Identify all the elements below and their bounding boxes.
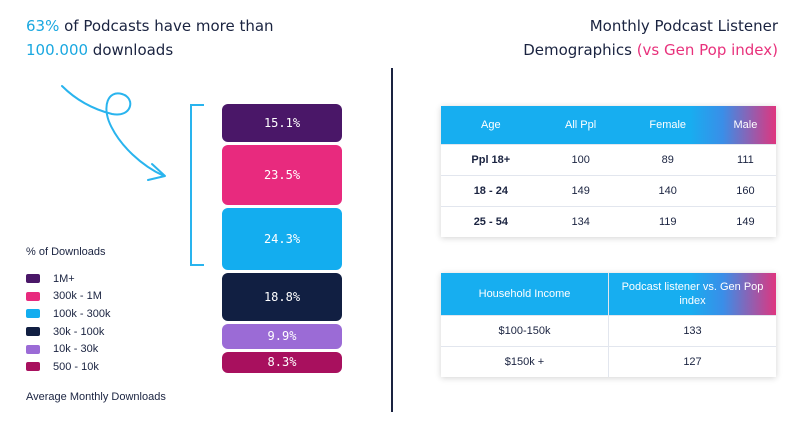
headline-text-1: of Podcasts have more than — [59, 17, 274, 35]
table-row-label: 25 - 54 — [441, 205, 541, 237]
table-header-row: Household Income Podcast listener vs. Ge… — [441, 273, 776, 315]
legend-item: 300k - 1M — [26, 288, 110, 306]
legend-item: 1M+ — [26, 270, 110, 288]
headline: 63% of Podcasts have more than 100.000 d… — [26, 14, 326, 62]
bar-segment-label: 23.5% — [263, 168, 301, 183]
table-cell: 134 — [540, 205, 621, 237]
table-row: 18 - 24 149 140 160 — [441, 174, 776, 206]
table-cell: 149 — [540, 174, 621, 206]
legend-item: 100k - 300k — [26, 305, 110, 323]
table-header-row: Age All Ppl Female Male — [441, 106, 776, 144]
headline-percent: 63% — [26, 17, 60, 35]
bar-segment-label: 24.3% — [263, 232, 301, 247]
table-row-label: $150k + — [441, 345, 609, 377]
age-demographics-table: Age All Ppl Female Male Ppl 18+ 100 89 1… — [441, 106, 776, 237]
table-cell: 149 — [714, 205, 776, 237]
table-row: $100-150k 133 — [441, 314, 776, 346]
legend-swatch — [26, 344, 40, 354]
headline-downloads: 100.000 — [26, 41, 89, 59]
table-header-cell: Household Income — [478, 287, 571, 300]
legend-label: 500 - 10k — [53, 360, 99, 373]
headline-text-2: downloads — [88, 41, 174, 59]
table-cell: 89 — [620, 143, 715, 175]
legend-label: 10k - 30k — [53, 343, 99, 356]
table-row-label: $100-150k — [441, 314, 609, 346]
legend-swatch — [26, 327, 40, 337]
legend-swatch — [26, 291, 40, 301]
legend-label: 1M+ — [53, 272, 75, 285]
bar-segment: 23.5% — [222, 145, 342, 206]
legend-label: 300k - 1M — [53, 290, 102, 303]
legend-item: 500 - 10k — [26, 358, 110, 376]
bar-segment: 24.3% — [222, 208, 342, 270]
curly-arrow-icon — [61, 85, 166, 181]
table-cell: 119 — [620, 205, 715, 237]
right-title-line2: Demographics — [523, 41, 637, 59]
x-axis-label: Average Monthly Downloads — [26, 391, 166, 403]
bar-segment: 15.1% — [222, 104, 342, 143]
table-cell: 133 — [608, 314, 776, 346]
table-row-label: Ppl 18+ — [441, 143, 541, 175]
table-cell: 127 — [608, 345, 776, 377]
table-header-cell: Age — [481, 118, 501, 131]
table-header-cell: All Ppl — [565, 118, 597, 131]
table-header-cell: Podcast listener vs. Gen Pop index — [608, 273, 776, 315]
table-header-cell: Female — [649, 118, 687, 131]
bar-segment-label: 8.3% — [267, 355, 297, 370]
right-title-highlight: (vs Gen Pop index) — [636, 41, 778, 59]
table-row: Ppl 18+ 100 89 111 — [441, 143, 776, 175]
legend-item: 30k - 100k — [26, 323, 110, 341]
bar-segment: 18.8% — [222, 272, 342, 321]
table-row: $150k + 127 — [441, 345, 776, 377]
bar-segment-label: 15.1% — [263, 116, 301, 131]
bar-segment: 9.9% — [222, 323, 342, 349]
income-table: Household Income Podcast listener vs. Ge… — [441, 273, 776, 377]
legend-swatch — [26, 309, 40, 319]
right-title: Monthly Podcast Listener Demographics (v… — [418, 14, 778, 62]
bar-segment-label: 9.9% — [267, 329, 297, 344]
table-cell: 160 — [714, 174, 776, 206]
legend-label: 100k - 300k — [53, 307, 111, 320]
legend-swatch — [26, 362, 40, 372]
legend: 1M+ 300k - 1M 100k - 300k 30k - 100k 10k - 3… — [26, 270, 110, 376]
top-segments-bracket — [190, 104, 204, 266]
vertical-divider — [391, 68, 393, 412]
legend-label: 30k - 100k — [53, 325, 105, 338]
table-cell: 100 — [540, 143, 621, 175]
table-cell: 140 — [620, 174, 715, 206]
bar-segment: 8.3% — [222, 351, 342, 373]
table-header-cell: Male — [733, 118, 758, 131]
legend-item: 10k - 30k — [26, 340, 110, 358]
right-title-line1: Monthly Podcast Listener — [589, 17, 778, 35]
legend-title: % of Downloads — [26, 246, 106, 258]
table-row: 25 - 54 134 119 149 — [441, 205, 776, 237]
legend-swatch — [26, 274, 40, 284]
table-cell: 111 — [714, 143, 776, 175]
bar-segment-label: 18.8% — [263, 289, 301, 304]
table-row-label: 18 - 24 — [441, 174, 541, 206]
